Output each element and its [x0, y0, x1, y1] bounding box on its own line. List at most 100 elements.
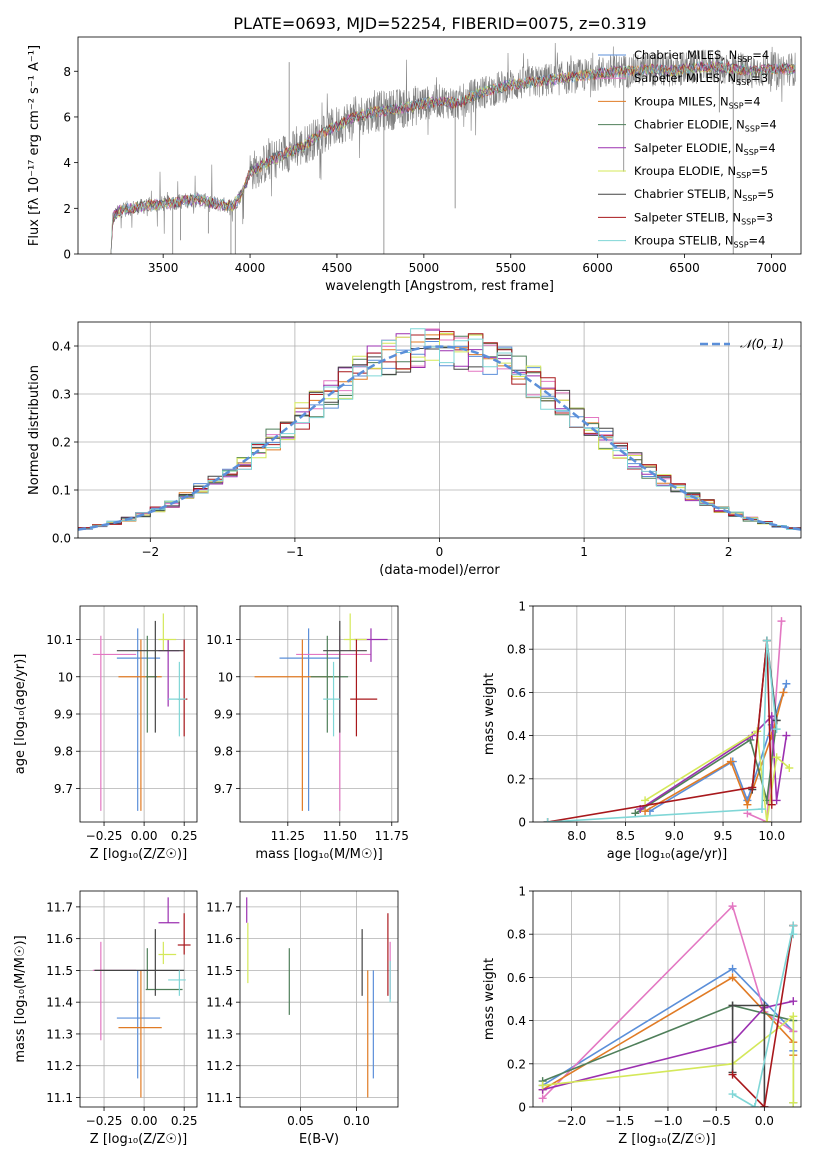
weights-salpeter-stelib — [728, 921, 798, 1107]
legend-entry: Salpeter STELIB, NSSP=3 — [634, 210, 773, 226]
age-vs-z-ytick-label: 9.8 — [54, 745, 73, 759]
figure-title: PLATE=0693, MJD=52254, FIBERID=0075, z=0… — [233, 14, 646, 33]
residuals-xtick-label: 2 — [725, 545, 733, 559]
model-fit-kroupa-stelib — [110, 60, 796, 254]
weight-vs-age-xtick-label: 9.5 — [713, 829, 732, 843]
weight-vs-z-xtick-label: −1.0 — [653, 1114, 682, 1128]
weight-marker — [760, 1001, 769, 1010]
weight-vs-age-ytick-label: 1 — [518, 600, 526, 614]
mass-vs-z-ylabel: mass [log₁₀(M/M☉)] — [13, 935, 28, 1062]
errorbar-chabrier-stelib — [94, 929, 185, 996]
mass-vs-ebv-ytick-label: 11.6 — [206, 932, 233, 946]
weight-marker — [772, 753, 781, 762]
legend-entry: Kroupa MILES, NSSP=4 — [634, 94, 761, 110]
spectrum-ylabel: Flux [fλ 10⁻¹⁷ erg cm⁻² s⁻¹ A⁻¹] — [27, 45, 42, 246]
spectrum-ytick-label: 4 — [63, 156, 71, 170]
weight-marker — [789, 997, 798, 1006]
age-vs-z-ytick-label: 9.9 — [54, 708, 73, 722]
errorbar-chabrier-elodie — [145, 948, 183, 991]
weight-marker — [782, 679, 791, 688]
weight-vs-z-xlabel: Z [log₁₀(Z/Z☉)] — [618, 1132, 715, 1147]
spectrum-xtick-label: 5500 — [495, 261, 526, 275]
weight-marker — [782, 731, 791, 740]
age-vs-z-ytick-label: 10 — [58, 670, 73, 684]
spectrum-ytick-label: 6 — [63, 110, 71, 124]
weight-marker — [772, 796, 781, 805]
weight-marker — [641, 796, 650, 805]
weight-marker — [789, 930, 798, 939]
residuals-ytick-label: 0.2 — [52, 436, 71, 450]
spectrum-legend: Chabrier MILES, NSSP=4 Salpeter MILES, NS… — [598, 48, 777, 250]
model-fit-salpeter-stelib — [110, 61, 796, 254]
mass-vs-ebv-ticks: 0.05 0.10 11.1 11.2 11.3 11.4 11.5 11.6 11.7 — [206, 900, 370, 1128]
weight-vs-age-xtick-label: 8.5 — [616, 829, 635, 843]
weight-vs-z-ytick-label: 0.6 — [507, 971, 526, 985]
errorbar-chabrier-miles — [116, 628, 161, 811]
age-vs-mass-ytick-label: 9.9 — [214, 708, 233, 722]
weights-kroupa-stelib — [728, 921, 798, 1107]
weight-vs-age-ylabel: mass weight — [482, 673, 497, 755]
age-vs-mass-plot-area — [254, 613, 388, 811]
residuals-legend: 𝒩(0, 1) — [700, 337, 784, 351]
weight-vs-z-panel: −2.0 −1.5 −1.0 −0.5 0.0 0 0.2 0.4 0.6 0.8 1 Z [log₁… — [482, 885, 802, 1147]
weight-vs-age-xtick-label: 8.0 — [567, 829, 586, 843]
weight-vs-z-ytick-label: 0 — [518, 1101, 526, 1115]
normal-curve — [78, 345, 801, 531]
errorbar-salpeter-stelib — [350, 639, 378, 737]
age-vs-mass-panel: 11.25 11.50 11.75 9.7 9.8 9.9 10 10.1 mass [log₁… — [206, 605, 409, 862]
weight-marker — [728, 964, 737, 973]
weight-vs-age-xlabel: age [log₁₀(age/yr)] — [607, 847, 728, 862]
mass-vs-z-ytick-label: 11.7 — [46, 900, 73, 914]
spectrum-ytick-label: 2 — [63, 202, 71, 216]
mass-vs-z-grid — [80, 891, 197, 1107]
errorbar-kroupa-stelib — [168, 661, 186, 737]
weight-marker — [728, 1001, 737, 1010]
errorbar-kroupa-elodie — [158, 613, 177, 651]
age-vs-z-ytick-label: 10.1 — [46, 633, 73, 647]
weight-marker — [762, 636, 771, 645]
errorbar-salpeter-elodie — [354, 628, 388, 662]
weight-vs-age-ticks: 8.0 8.5 9.0 9.5 10.0 0 0.2 0.4 0.6 0.8 1 — [507, 600, 785, 844]
weight-marker — [760, 1103, 769, 1107]
histogram-salpeter-stelib — [78, 331, 801, 529]
weight-marker — [726, 757, 735, 766]
weight-marker — [538, 1081, 547, 1090]
weight-vs-age-xtick-label: 10.0 — [758, 829, 785, 843]
weights-kroupa-elodie — [641, 727, 794, 822]
weight-vs-z-ticks: −2.0 −1.5 −1.0 −0.5 0.0 0 0.2 0.4 0.6 0.8 1 — [507, 885, 774, 1129]
age-vs-mass-frame — [239, 605, 399, 823]
age-vs-mass-ytick-label: 10.1 — [206, 633, 233, 647]
mass-vs-ebv-ytick-label: 11.5 — [206, 964, 233, 978]
errorbar-kroupa-elodie — [343, 613, 367, 651]
mass-vs-ebv-grid — [240, 891, 398, 1107]
mass-vs-ebv-xtick-label: 0.10 — [343, 1114, 370, 1128]
mass-vs-z-ytick-label: 11.4 — [46, 996, 73, 1010]
weight-marker — [743, 809, 752, 818]
mass-vs-z-xlabel: Z [log₁₀(Z/Z☉)] — [90, 1132, 187, 1147]
weight-marker — [767, 800, 776, 809]
spectrum-xtick-label: 4000 — [235, 261, 266, 275]
residuals-ytick-label: 0.1 — [52, 484, 71, 498]
weight-vs-age-xtick-label: 9.0 — [665, 829, 684, 843]
weight-vs-z-frame — [532, 890, 802, 1108]
weight-vs-z-ylabel: mass weight — [482, 958, 497, 1040]
weight-vs-age-grid — [533, 605, 801, 823]
weight-marker — [758, 805, 767, 814]
weight-vs-z-xtick-label: 0.0 — [755, 1114, 774, 1128]
errorbar-chabrier-elodie — [310, 635, 349, 733]
histogram-kroupa-stelib — [78, 328, 801, 530]
observed-spectrum — [110, 42, 797, 254]
age-vs-mass-ytick-label: 9.8 — [214, 745, 233, 759]
weight-vs-z-xtick-label: −0.5 — [702, 1114, 731, 1128]
residuals-ytick-label: 0.0 — [52, 532, 71, 546]
mass-vs-ebv-xlabel: E(B-V) — [299, 1132, 339, 1147]
legend-entry: Kroupa STELIB, NSSP=4 — [634, 234, 766, 250]
age-vs-mass-ytick-label: 10 — [218, 670, 233, 684]
mass-vs-ebv-ytick-label: 11.4 — [206, 996, 233, 1010]
errorbar-kroupa-miles — [254, 639, 336, 811]
weight-vs-age-ytick-label: 0.4 — [507, 729, 526, 743]
residuals-xtick-label: −1 — [286, 545, 304, 559]
spectrum-panel: 3500 4000 4500 5000 5500 6000 6500 7000 0 2 4 6 8 wav… — [27, 36, 802, 294]
age-vs-z-ytick-label: 9.7 — [54, 782, 73, 796]
weight-vs-age-panel: 8.0 8.5 9.0 9.5 10.0 0 0.2 0.4 0.6 0.8 1 age [log₁₀… — [482, 600, 802, 862]
